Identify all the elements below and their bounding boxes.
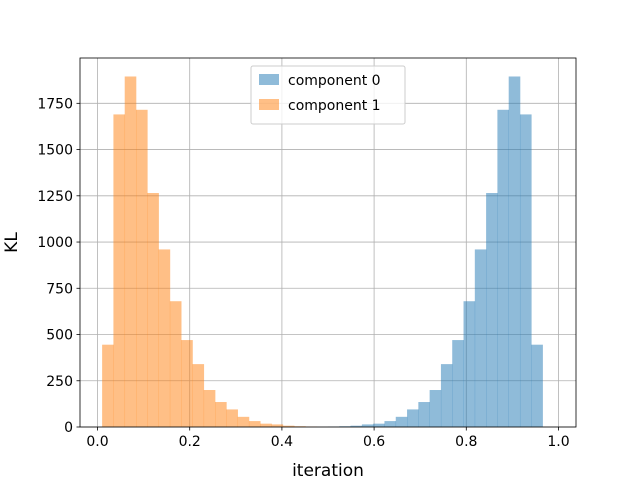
histogram-bar bbox=[508, 76, 521, 427]
histogram-bar bbox=[260, 423, 272, 427]
legend-swatch-component-0 bbox=[259, 74, 279, 85]
series-1-bars bbox=[102, 76, 318, 427]
y-tick-label: 1750 bbox=[37, 96, 73, 112]
histogram-bar bbox=[271, 424, 284, 427]
x-axis-label: iteration bbox=[292, 461, 364, 480]
legend-swatch-component-1 bbox=[259, 99, 279, 110]
histogram-bar bbox=[136, 109, 148, 427]
histogram-bar bbox=[192, 364, 205, 427]
histogram-bar bbox=[474, 249, 487, 427]
histogram-bar bbox=[169, 301, 182, 427]
histogram-bar bbox=[282, 425, 295, 427]
histogram-bar bbox=[384, 421, 397, 427]
series-0-bars bbox=[328, 76, 543, 427]
y-tick-label: 1000 bbox=[37, 235, 73, 251]
histogram-bar bbox=[113, 114, 126, 427]
y-tick-label: 1500 bbox=[37, 143, 73, 159]
histogram-bar bbox=[429, 390, 442, 427]
histogram-bar bbox=[102, 344, 114, 427]
x-tick-label: 0.8 bbox=[455, 434, 477, 450]
histogram-bar bbox=[531, 344, 543, 427]
histogram-bar bbox=[237, 416, 250, 427]
histogram-bar bbox=[203, 390, 216, 427]
x-tick-label: 0.0 bbox=[86, 434, 108, 450]
histogram-bar bbox=[373, 423, 385, 427]
histogram-bar bbox=[440, 364, 453, 427]
histogram-bar bbox=[486, 193, 498, 427]
histogram-bar bbox=[361, 424, 374, 427]
y-tick-label: 1250 bbox=[37, 189, 73, 205]
legend-box bbox=[250, 65, 406, 125]
plot-frame bbox=[79, 57, 577, 428]
y-tick-label: 250 bbox=[46, 374, 73, 390]
histogram-bar bbox=[452, 340, 464, 427]
x-tick-label: 0.2 bbox=[179, 434, 201, 450]
x-tick-label: 0.4 bbox=[271, 434, 293, 450]
histogram-bar bbox=[407, 409, 419, 427]
histogram-bar bbox=[124, 76, 137, 427]
histogram-bar bbox=[158, 249, 171, 427]
histogram-bar bbox=[248, 421, 261, 427]
histogram-bar bbox=[395, 416, 408, 427]
histogram-bar bbox=[497, 109, 509, 427]
y-tick-label: 0 bbox=[64, 420, 73, 436]
histogram-bars bbox=[102, 76, 543, 427]
y-axis-label: KL bbox=[2, 232, 22, 253]
histogram-bar bbox=[226, 409, 238, 427]
y-tick-label: 500 bbox=[46, 328, 73, 344]
y-tick-label: 750 bbox=[46, 281, 73, 297]
x-tick-label: 0.6 bbox=[363, 434, 385, 450]
histogram-bar bbox=[519, 114, 532, 427]
axis-ticks: 0.0 0.2 0.4 0.6 0.8 1.0 0 250 500 750 1000 1250 1500… bbox=[37, 96, 569, 450]
legend: component 0 component 1 bbox=[250, 65, 406, 125]
histogram-bar bbox=[463, 301, 476, 427]
legend-label-component-1: component 1 bbox=[288, 98, 381, 114]
histogram-bar bbox=[181, 340, 193, 427]
histogram-bar bbox=[147, 193, 159, 427]
histogram-bar bbox=[418, 402, 430, 427]
histogram-bar bbox=[215, 402, 227, 427]
x-tick-label: 1.0 bbox=[547, 434, 569, 450]
histogram-bar bbox=[350, 425, 363, 427]
legend-label-component-0: component 0 bbox=[288, 73, 381, 89]
